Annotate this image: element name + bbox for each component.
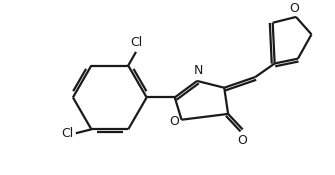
Text: Cl: Cl [62, 127, 74, 140]
Text: O: O [289, 2, 299, 15]
Text: O: O [169, 115, 179, 128]
Text: Cl: Cl [130, 36, 142, 49]
Text: O: O [238, 134, 248, 147]
Text: N: N [193, 64, 203, 77]
